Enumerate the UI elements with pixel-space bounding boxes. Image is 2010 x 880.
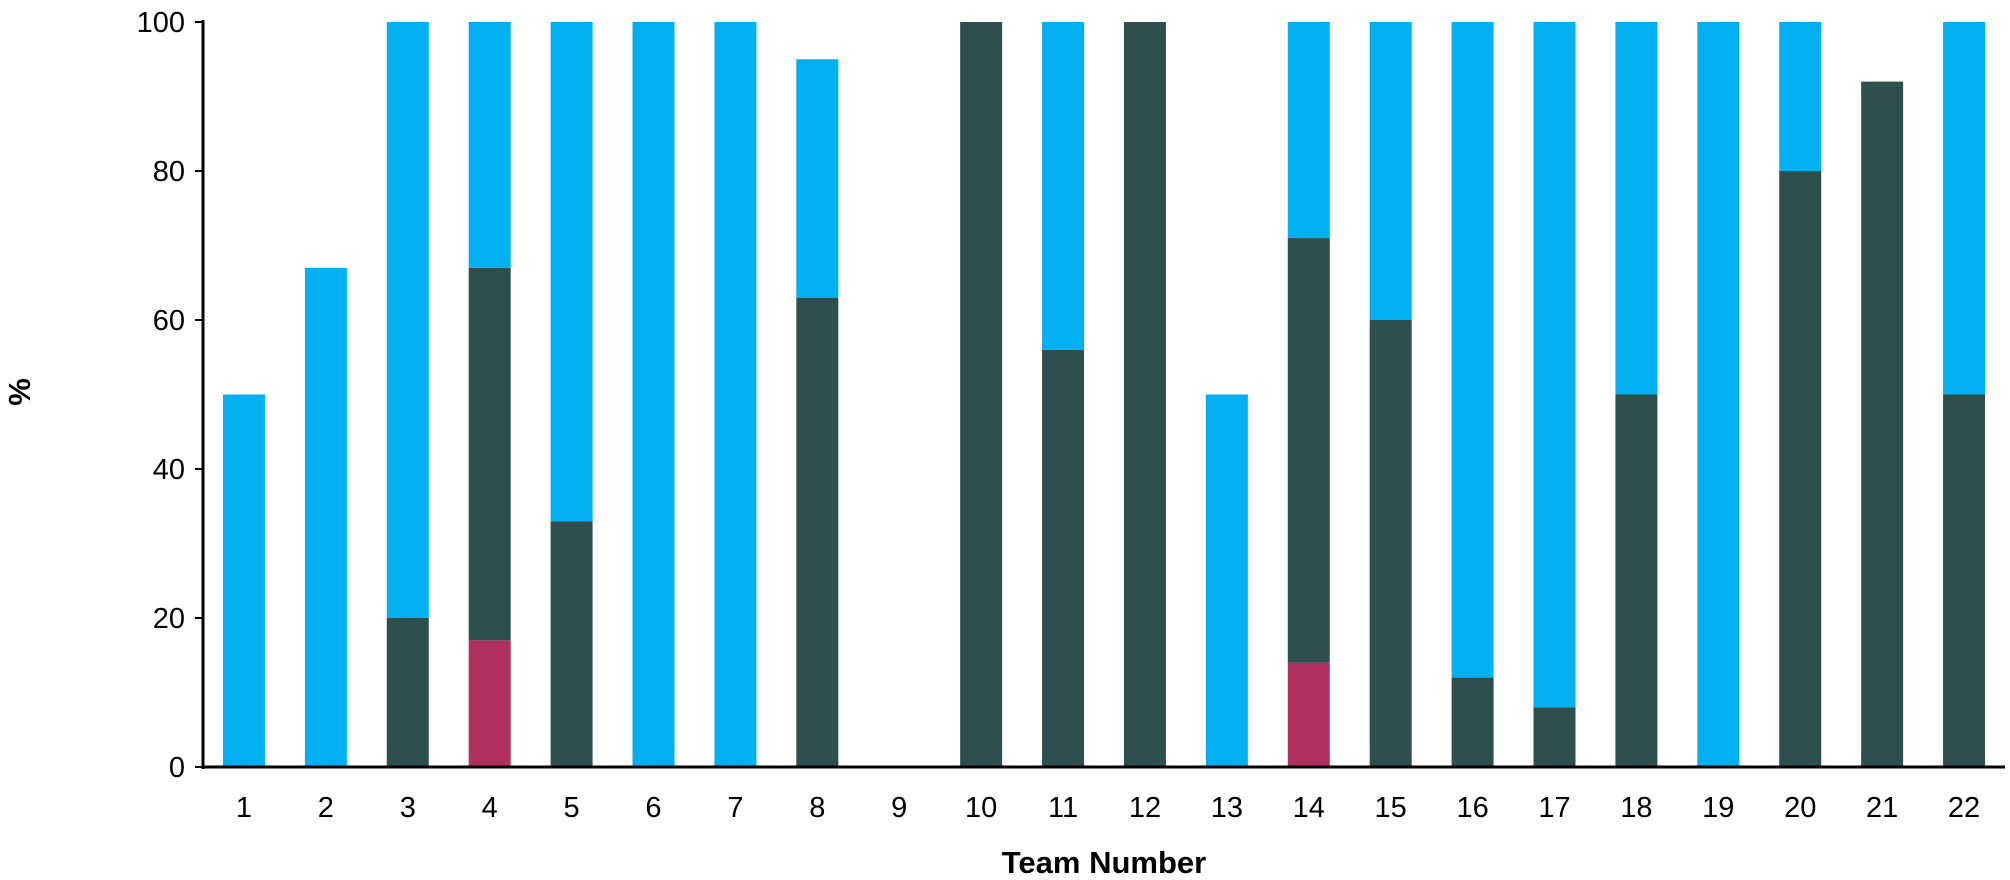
y-tick-label: 20	[153, 603, 185, 635]
y-axis-title: %	[2, 378, 37, 406]
x-tick-label: 6	[645, 792, 661, 824]
bar-segment-team-21-series-2	[1861, 81, 1904, 768]
bar-segment-team-15-series-3	[1369, 22, 1412, 320]
bar-segment-team-10-series-2	[960, 22, 1003, 767]
x-tick-label: 18	[1620, 792, 1652, 824]
x-tick-label: 15	[1375, 792, 1407, 824]
x-tick-label: 20	[1784, 792, 1816, 824]
bar-segment-team-4-series-2	[468, 267, 511, 641]
bar-segment-team-11-series-2	[1042, 349, 1085, 767]
bar-segment-team-5-series-2	[550, 521, 593, 767]
x-tick-label: 3	[400, 792, 416, 824]
bar-segment-team-18-series-3	[1615, 22, 1658, 395]
bar-segment-team-8-series-3	[796, 59, 839, 298]
bar-segment-team-20-series-2	[1779, 171, 1822, 767]
bar-segment-team-17-series-2	[1533, 707, 1576, 767]
x-tick-label: 13	[1211, 792, 1243, 824]
bar-segment-team-14-series-3	[1287, 22, 1330, 239]
x-tick-label: 14	[1293, 792, 1325, 824]
x-tick-label: 10	[965, 792, 997, 824]
bar-segment-team-17-series-3	[1533, 22, 1576, 708]
y-tick-label: 80	[153, 156, 185, 188]
x-tick-label: 7	[727, 792, 743, 824]
bar-segment-team-16-series-3	[1451, 22, 1494, 678]
x-tick-label: 4	[482, 792, 498, 824]
x-tick-label: 2	[318, 792, 334, 824]
x-tick-label: 16	[1456, 792, 1488, 824]
x-tick-label: 17	[1538, 792, 1570, 824]
x-tick-label: 8	[809, 792, 825, 824]
bar-segment-team-2-series-3	[304, 267, 347, 767]
bar-segment-team-1-series-3	[222, 394, 265, 767]
bar-segment-team-20-series-3	[1779, 22, 1822, 171]
x-tick-label: 22	[1948, 792, 1980, 824]
bar-segment-team-11-series-3	[1042, 22, 1085, 350]
y-tick-label: 100	[137, 7, 185, 39]
bar-segment-team-14-series-2	[1287, 238, 1330, 663]
x-tick-label: 5	[564, 792, 580, 824]
x-axis-ticks: 1 2 3 4 5 6 7 8 9 10 11 12 13 14 15 16 17 18 19 20 21 22	[236, 792, 1980, 824]
bar-segment-team-3-series-2	[386, 618, 429, 767]
y-tick-label: 0	[169, 752, 185, 784]
bar-segment-team-5-series-3	[550, 22, 593, 522]
bar-segment-team-7-series-3	[714, 22, 757, 767]
bar-segment-team-4-series-1	[468, 640, 511, 767]
x-tick-label: 9	[891, 792, 907, 824]
y-tick-label: 40	[153, 454, 185, 486]
x-tick-label: 12	[1129, 792, 1161, 824]
bar-segment-team-6-series-3	[632, 22, 675, 767]
bar-segment-team-8-series-2	[796, 297, 839, 767]
x-tick-label: 19	[1702, 792, 1734, 824]
bar-segment-team-13-series-3	[1205, 394, 1248, 767]
bar-segment-team-14-series-1	[1287, 662, 1330, 767]
bar-segment-team-19-series-3	[1697, 22, 1740, 767]
x-tick-label: 1	[236, 792, 252, 824]
bar-segment-team-4-series-3	[468, 22, 511, 268]
bars-layer	[222, 22, 1986, 768]
x-tick-label: 11	[1048, 792, 1078, 824]
bar-segment-team-22-series-3	[1943, 22, 1986, 395]
bar-segment-team-12-series-2	[1123, 22, 1166, 767]
y-tick-label: 60	[153, 305, 185, 337]
x-axis-title: Team Number	[1002, 845, 1206, 880]
bar-segment-team-3-series-3	[386, 22, 429, 618]
bar-segment-team-16-series-2	[1451, 677, 1494, 767]
y-axis-ticks: 0 20 40 60 80 100	[137, 7, 203, 784]
bar-segment-team-18-series-2	[1615, 394, 1658, 767]
bar-segment-team-15-series-2	[1369, 320, 1412, 767]
x-tick-label: 21	[1866, 792, 1898, 824]
bar-segment-team-22-series-2	[1943, 394, 1986, 767]
